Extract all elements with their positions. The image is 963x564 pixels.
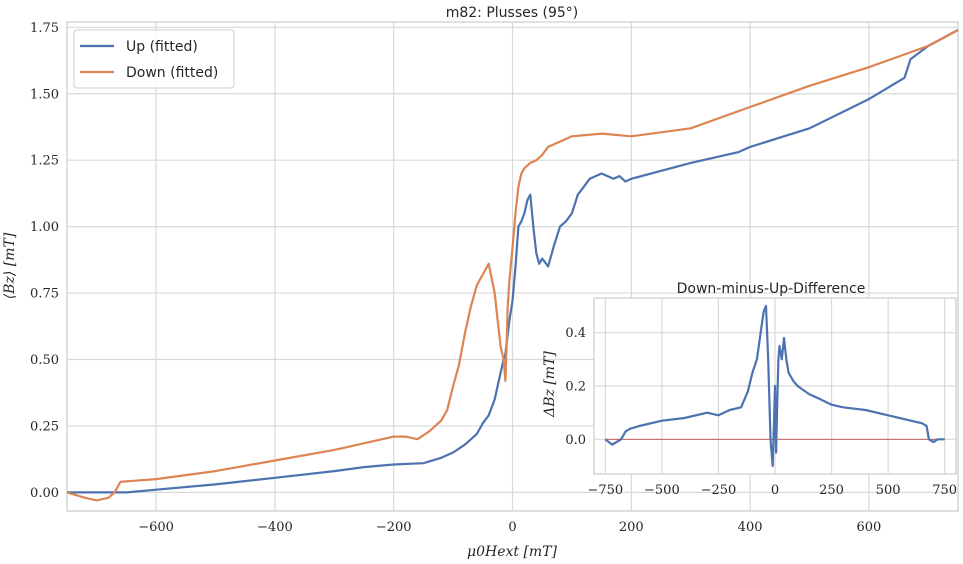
inset-x-tick-label: 500: [876, 483, 901, 498]
main-x-tick-label: 400: [738, 520, 763, 535]
legend-label-up: Up (fitted): [126, 39, 198, 55]
main-series-group: [66, 29, 959, 502]
inset-series-group: [604, 304, 945, 468]
main-y-tick-label: 0.75: [30, 287, 59, 302]
main-y-tick-labels: 0.00 0.25 0.50 0.75 1.00 1.25 1.50 1.75: [30, 21, 59, 501]
main-x-axis-label: μ0Hext [mT]: [467, 544, 558, 560]
main-y-tick-label: 0.00: [30, 486, 59, 501]
main-x-tick-label: 0: [508, 520, 516, 535]
legend-box: [73, 29, 235, 89]
main-title: m82: Plusses (95°): [446, 5, 579, 21]
main-x-tick-label: −200: [376, 520, 412, 535]
inset-y-tick-label: 0.0: [565, 433, 586, 448]
main-y-axis-label: ⟨Bz⟩ [mT]: [2, 232, 18, 299]
inset-x-tick-label: 0: [771, 483, 779, 498]
main-x-tick-label: −600: [138, 520, 174, 535]
inset-y-tick-label: 0.2: [565, 380, 586, 395]
legend-label-down: Down (fitted): [126, 65, 218, 81]
legend: Up (fitted) Down (fitted): [73, 29, 235, 89]
main-x-tick-label: 600: [856, 520, 881, 535]
main-x-tick-label: 200: [619, 520, 644, 535]
main-x-tick-label: −400: [257, 520, 293, 535]
inset-y-tick-label: 0.4: [565, 326, 586, 341]
main-y-tick-label: 0.50: [30, 353, 59, 368]
main-series-line-1: [66, 29, 959, 502]
main-y-tick-label: 0.25: [30, 419, 59, 434]
main-y-tick-label: 1.75: [30, 21, 59, 36]
main-x-tick-labels: −600 −400 −200 0 200 400 600: [138, 520, 881, 535]
main-y-tick-label: 1.50: [30, 87, 59, 102]
inset-axes: −750 −500 −250 0 250 500 750 0.0 0.2 0.4 Down-mi…: [542, 281, 957, 498]
inset-title: Down-minus-Up-Difference: [677, 281, 866, 297]
main-y-tick-label: 1.00: [30, 220, 59, 235]
inset-series-line-0: [604, 304, 945, 468]
inset-x-tick-label: −250: [701, 483, 737, 498]
inset-x-tick-label: 250: [819, 483, 844, 498]
inset-x-tick-label: −500: [644, 483, 680, 498]
main-axes: −600 −400 −200 0 200 400 600 0.000.250.500.751…: [2, 5, 959, 560]
main-y-tick-label: 1.25: [30, 154, 59, 169]
inset-y-axis-label: ΔBz [mT]: [542, 351, 558, 418]
inset-x-tick-label: 750: [932, 483, 957, 498]
main-series-line-0: [67, 29, 959, 494]
inset-x-tick-label: −750: [587, 483, 623, 498]
inset-x-tick-labels: −750 −500 −250 0 250 500 750: [587, 483, 957, 498]
inset-y-tick-labels: 0.0 0.2 0.4: [565, 326, 586, 448]
